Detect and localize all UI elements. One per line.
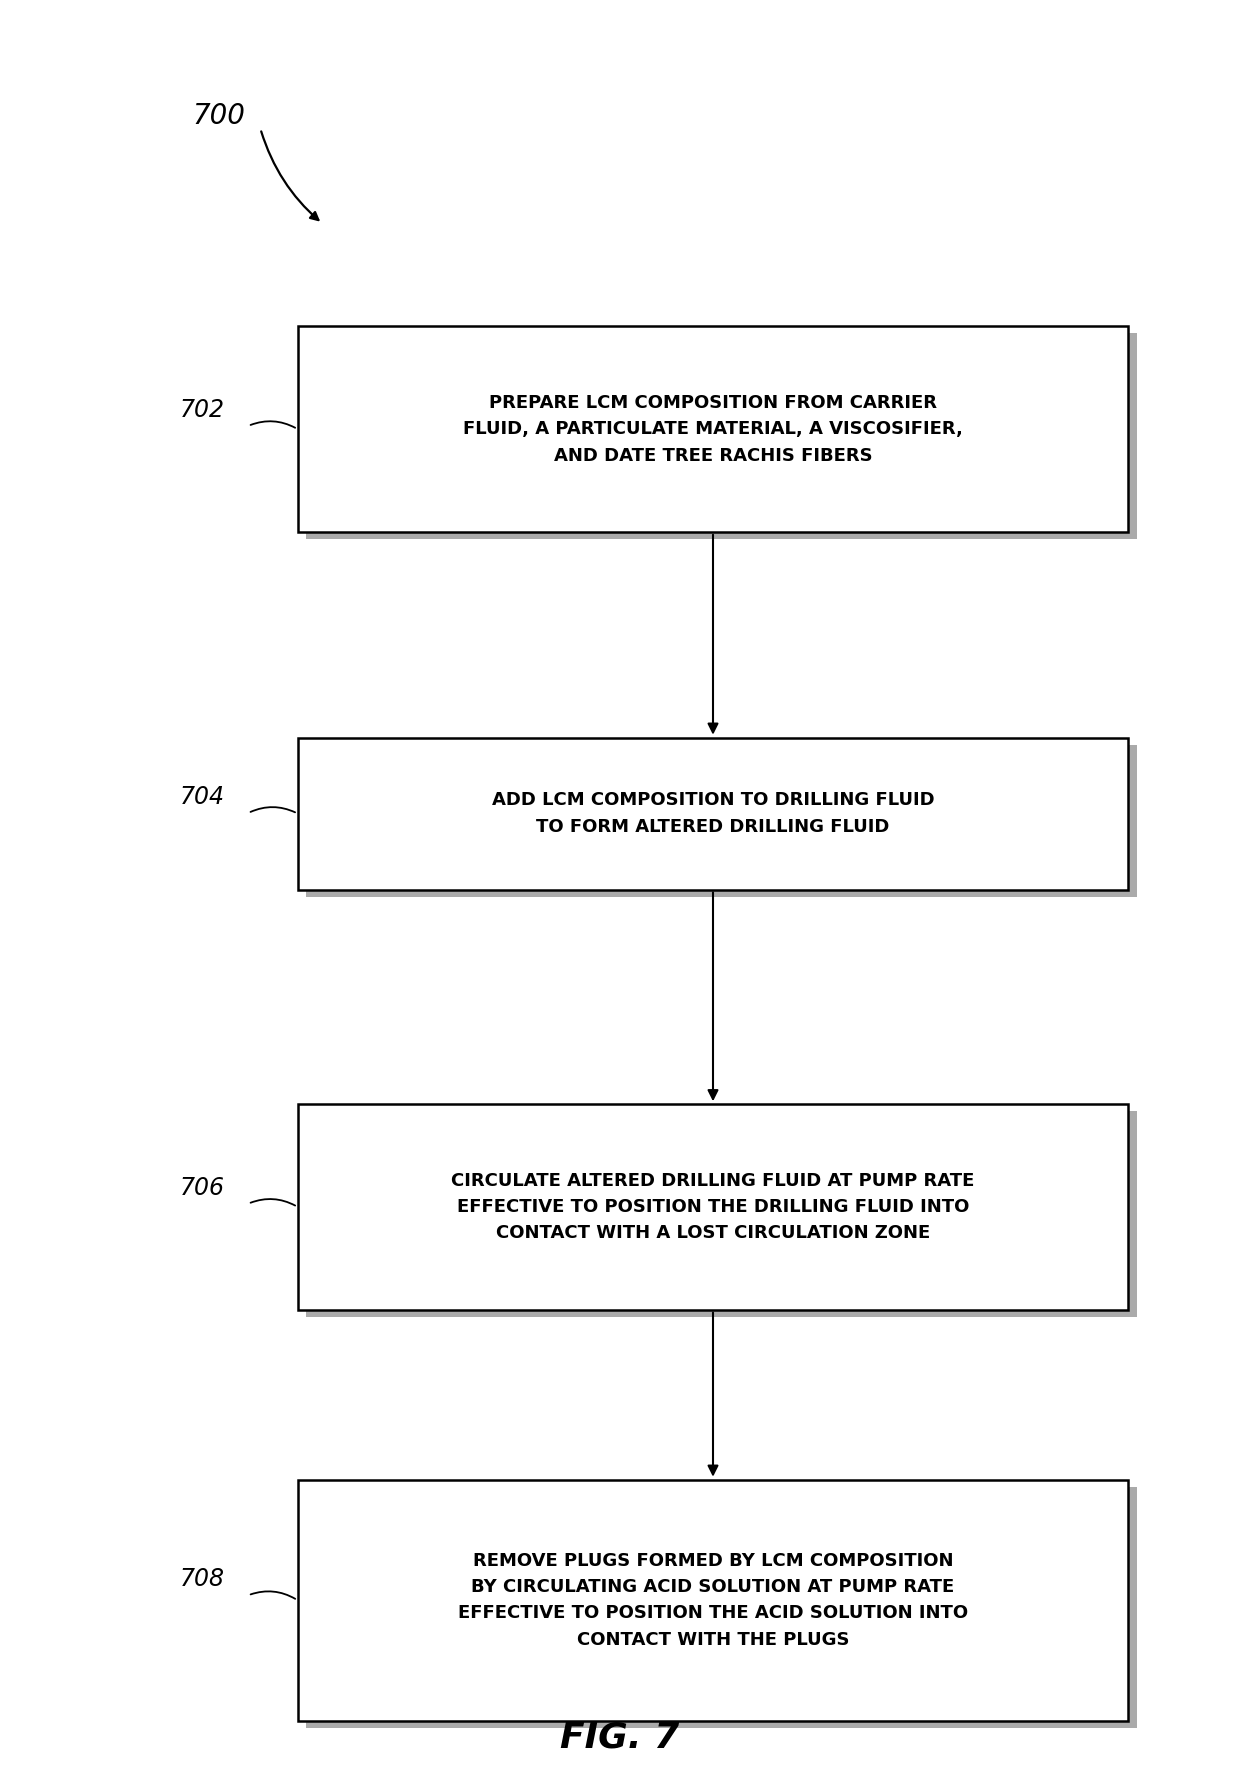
Text: CIRCULATE ALTERED DRILLING FLUID AT PUMP RATE
EFFECTIVE TO POSITION THE DRILLING: CIRCULATE ALTERED DRILLING FLUID AT PUMP… xyxy=(451,1171,975,1243)
Bar xyxy=(306,744,1137,896)
Text: 706: 706 xyxy=(180,1177,224,1200)
Bar xyxy=(298,1105,1128,1309)
Bar xyxy=(306,1488,1137,1727)
Text: 700: 700 xyxy=(192,102,246,131)
Bar xyxy=(298,1480,1128,1720)
Text: ADD LCM COMPOSITION TO DRILLING FLUID
TO FORM ALTERED DRILLING FLUID: ADD LCM COMPOSITION TO DRILLING FLUID TO… xyxy=(492,792,934,835)
Text: REMOVE PLUGS FORMED BY LCM COMPOSITION
BY CIRCULATING ACID SOLUTION AT PUMP RATE: REMOVE PLUGS FORMED BY LCM COMPOSITION B… xyxy=(458,1552,968,1649)
Text: FIG. 7: FIG. 7 xyxy=(560,1720,680,1756)
Text: 702: 702 xyxy=(180,399,224,422)
Bar xyxy=(306,1110,1137,1316)
Bar xyxy=(298,327,1128,533)
Text: 704: 704 xyxy=(180,785,224,808)
Text: 708: 708 xyxy=(180,1568,224,1591)
Bar xyxy=(298,737,1128,889)
Bar xyxy=(306,333,1137,540)
Text: PREPARE LCM COMPOSITION FROM CARRIER
FLUID, A PARTICULATE MATERIAL, A VISCOSIFIE: PREPARE LCM COMPOSITION FROM CARRIER FLU… xyxy=(463,393,963,465)
